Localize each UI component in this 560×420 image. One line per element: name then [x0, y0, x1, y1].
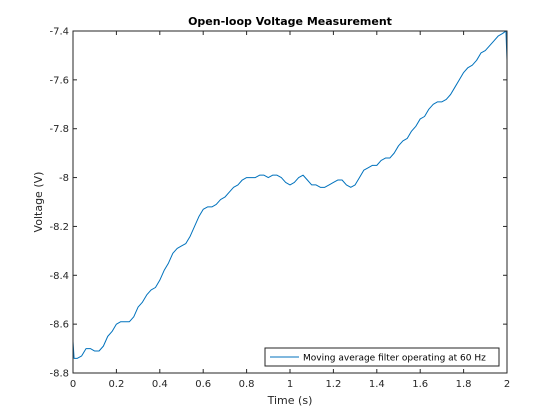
y-tick-label: -7.8 — [49, 124, 69, 135]
x-tick-label: 1 — [287, 379, 293, 390]
x-tick-label: 0.6 — [195, 379, 211, 390]
series-line — [72, 30, 508, 359]
x-tick-label: 1.4 — [369, 379, 385, 390]
x-tick-label: 1.6 — [412, 379, 428, 390]
y-tick-label: -7.4 — [49, 27, 69, 38]
series-layer — [72, 30, 508, 359]
legend: Moving average filter operating at 60 Hz — [264, 347, 500, 367]
x-tick-label: 0.4 — [152, 379, 168, 390]
x-tick-label: 2 — [504, 379, 510, 390]
y-tick-label: -8.4 — [49, 271, 69, 282]
x-tick-label: 1.2 — [325, 379, 341, 390]
y-tick-label: -8.6 — [49, 320, 69, 331]
y-tick-label: -8.8 — [49, 369, 69, 380]
chart-title: Open-loop Voltage Measurement — [188, 15, 392, 28]
y-tick-label: -8.2 — [49, 222, 69, 233]
x-tick-label: 1.8 — [456, 379, 472, 390]
x-tick-label: 0.2 — [108, 379, 124, 390]
x-tick-label: 0.8 — [239, 379, 255, 390]
y-tick-label: -8 — [59, 173, 69, 184]
x-tick-label: 0 — [70, 379, 76, 390]
tick-layer: 0 0.2 0.4 0.6 0.8 1 1.2 1.4 1.6 1.8 2 -7.4 -7.6 -7.8 -… — [49, 27, 510, 391]
plot-area — [73, 31, 507, 373]
y-axis-label: Voltage (V) — [32, 172, 45, 233]
legend-label: Moving average filter operating at 60 Hz — [303, 354, 486, 364]
y-tick-label: -7.6 — [49, 75, 69, 86]
legend-box — [264, 347, 500, 367]
x-axis-label: Time (s) — [267, 394, 313, 407]
